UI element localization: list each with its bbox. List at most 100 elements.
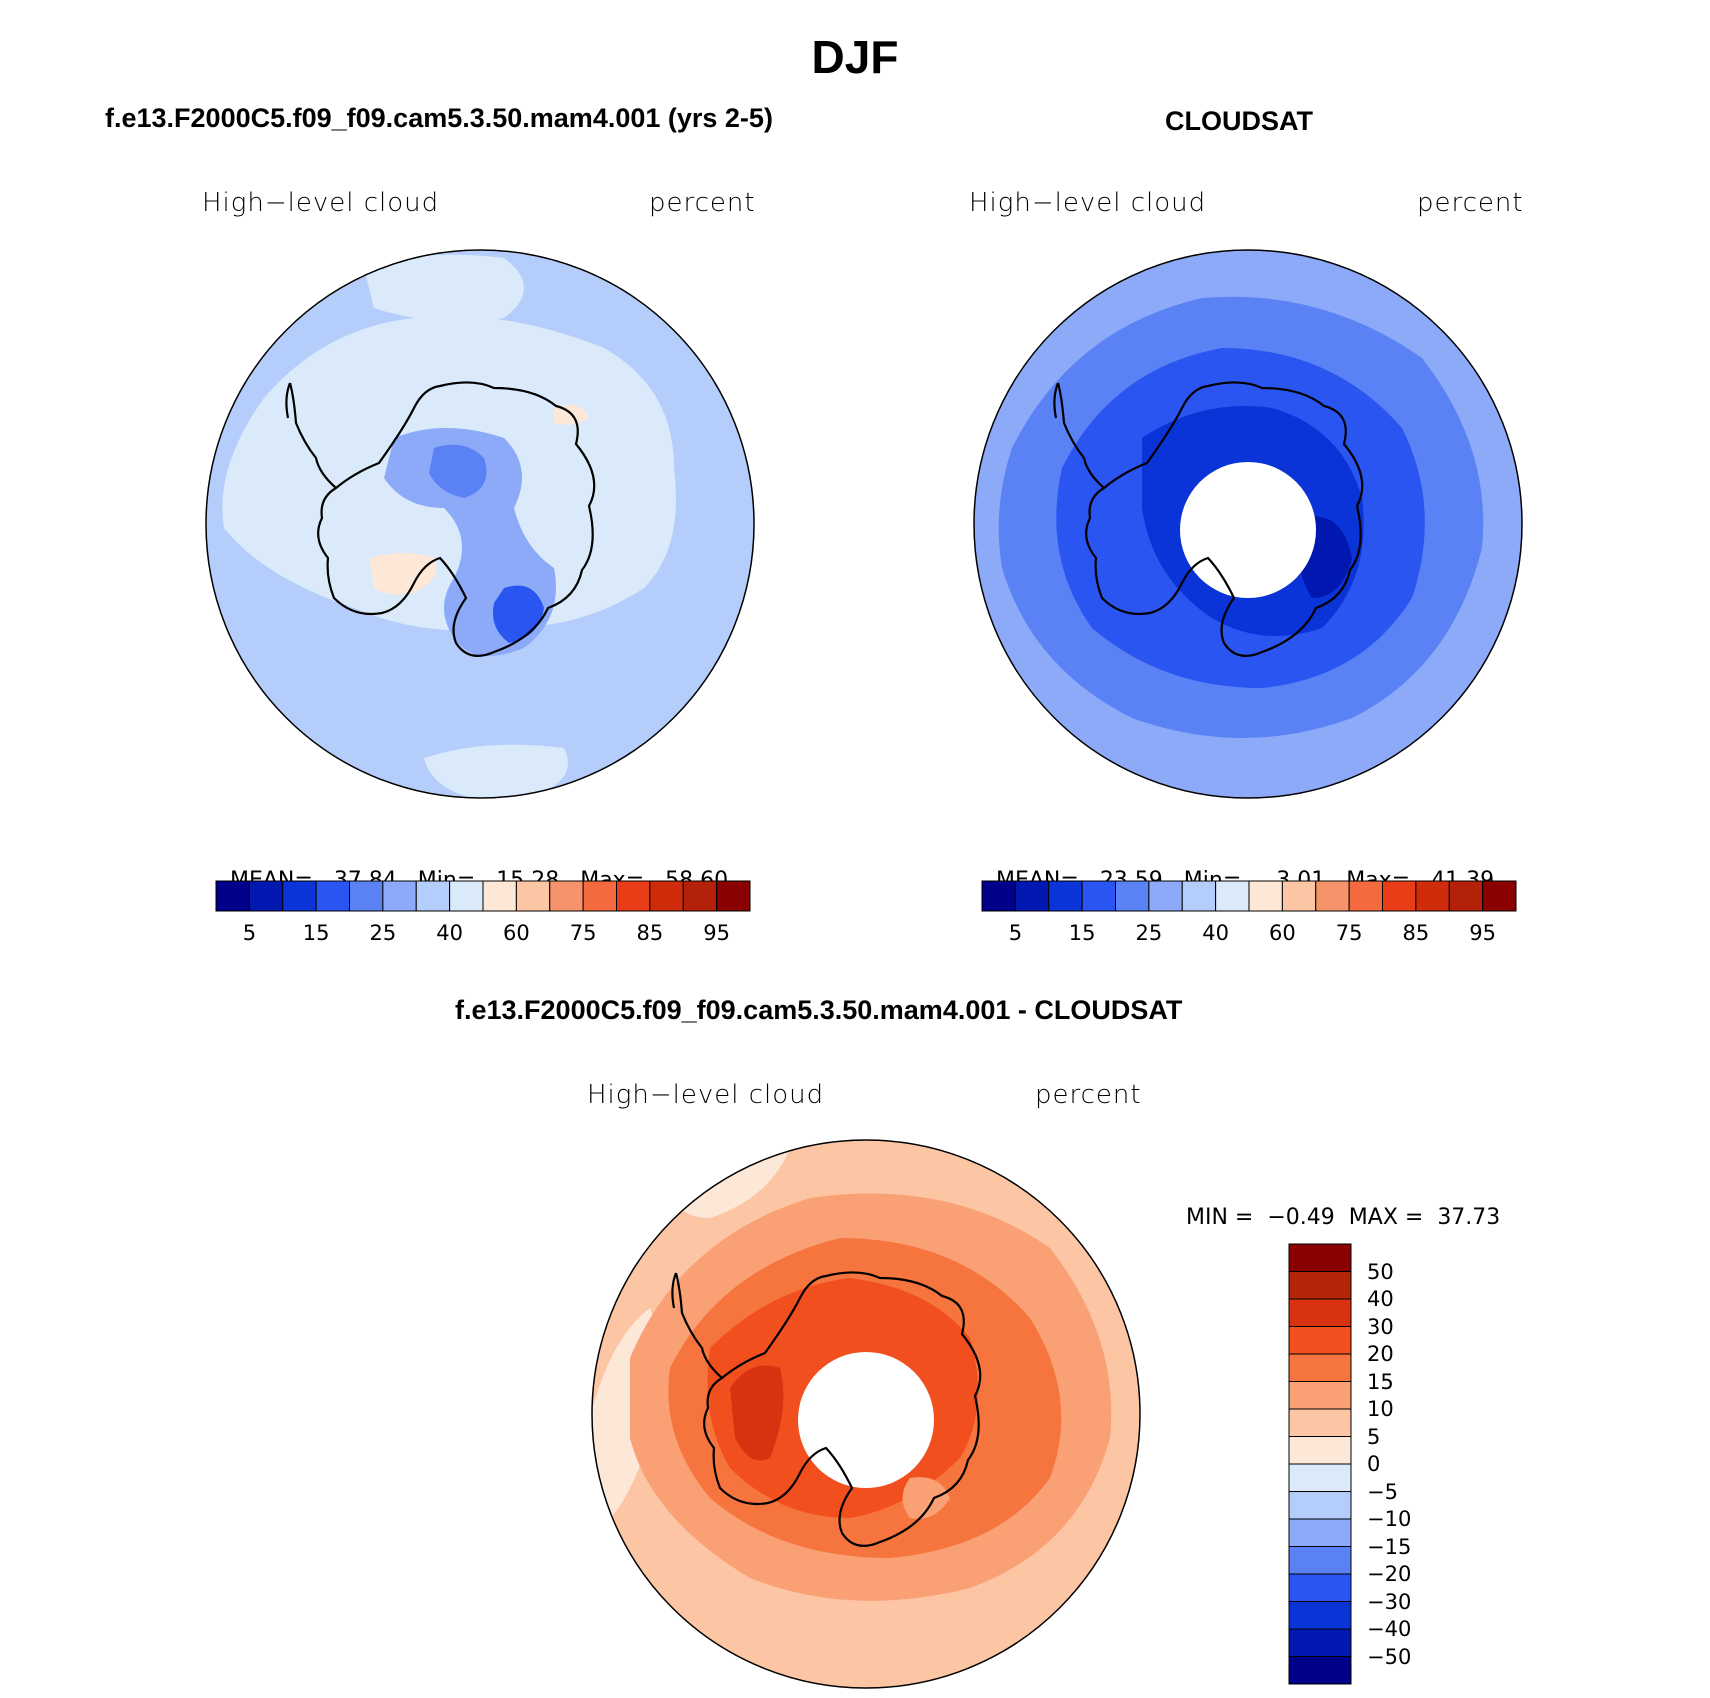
model-colorbar-swatch-7 xyxy=(449,880,484,912)
diff-colorbar-swatch-15 xyxy=(1288,1656,1352,1685)
obs-colorbar-tick-label: 95 xyxy=(1469,921,1496,945)
model-colorbar-swatch-11 xyxy=(582,880,617,912)
obs-missing-polar-hole xyxy=(1180,462,1316,598)
model-colorbar-swatch-1 xyxy=(248,880,284,912)
diff-colorbar-tick-label: 50 xyxy=(1367,1259,1394,1284)
obs-colorbar-swatch-14 xyxy=(1448,880,1484,912)
diff-colorbar-swatch-5 xyxy=(1288,1381,1352,1410)
model-colorbar-swatch-2 xyxy=(282,880,317,912)
obs-colorbar-swatch-13 xyxy=(1415,880,1450,912)
diff-colorbar-swatch-9 xyxy=(1288,1491,1352,1520)
obs-colorbar-swatch-0 xyxy=(981,880,1016,912)
diff-min-label: MIN = xyxy=(1186,1205,1254,1230)
obs-colorbar-tick-label: 25 xyxy=(1135,921,1163,945)
diff-colorbar-tick-label: 30 xyxy=(1367,1314,1394,1339)
antarctica-coastline-diff xyxy=(703,1271,982,1547)
model-field-deep xyxy=(429,444,487,498)
diff-colorbar-swatch-12 xyxy=(1288,1573,1352,1602)
page-title: DJF xyxy=(811,31,899,83)
obs-colorbar-swatch-6 xyxy=(1181,880,1217,912)
model-colorbar-swatch-4 xyxy=(349,880,384,912)
diff-colorbar-swatch-2 xyxy=(1288,1298,1352,1327)
obs-colorbar-tick-label: 60 xyxy=(1269,921,1296,945)
antarctic-peninsula-obs xyxy=(1053,382,1105,489)
model-colorbar-swatch-15 xyxy=(716,880,751,912)
obs-colorbar-swatches xyxy=(981,880,1517,912)
obs-colorbar-swatch-5 xyxy=(1148,880,1183,912)
diff-colorbar-tick-label: −15 xyxy=(1367,1534,1412,1559)
obs-map-border xyxy=(973,249,1523,799)
obs-variable-label: High−level cloud xyxy=(969,188,1207,218)
obs-colorbar-swatch-8 xyxy=(1248,880,1283,912)
antarctica-coastline-obs xyxy=(1085,381,1364,657)
obs-colorbar-swatch-3 xyxy=(1081,880,1116,912)
diff-colorbar-swatch-13 xyxy=(1288,1601,1352,1630)
diff-max-label: MAX = xyxy=(1348,1205,1424,1230)
model-field-dark xyxy=(493,585,544,643)
diff-variable-label: High−level cloud xyxy=(587,1080,825,1110)
diff-colorbar-tick-label: 20 xyxy=(1367,1342,1394,1366)
model-colorbar: 5 15 25 40 60 75 85 95 xyxy=(215,880,751,945)
diff-colorbar-swatch-10 xyxy=(1288,1518,1352,1547)
diff-colorbar-swatch-6 xyxy=(1288,1408,1352,1437)
diff-colorbar-swatches xyxy=(1288,1243,1352,1685)
obs-units-label: percent xyxy=(1417,188,1524,218)
diff-colorbar-tick-label: −20 xyxy=(1367,1562,1412,1586)
model-colorbar-tick-label: 85 xyxy=(636,921,664,945)
model-colorbar-tick-label: 25 xyxy=(369,921,397,945)
model-colorbar-swatch-6 xyxy=(415,880,451,912)
model-colorbar-swatch-14 xyxy=(682,880,718,912)
diff-colorbar-swatch-4 xyxy=(1288,1353,1352,1382)
diff-field-deep xyxy=(730,1365,784,1461)
diff-max-value: 37.73 xyxy=(1437,1205,1501,1230)
model-colorbar-swatch-8 xyxy=(482,880,517,912)
diff-colorbar-swatch-3 xyxy=(1288,1326,1352,1355)
model-colorbar-swatch-5 xyxy=(382,880,417,912)
obs-colorbar-swatch-1 xyxy=(1014,880,1050,912)
diff-missing-polar-hole xyxy=(798,1352,934,1488)
diff-colorbar-tick-label: −40 xyxy=(1367,1617,1412,1641)
diff-stats: MIN = −0.49 MAX = 37.73 xyxy=(1172,1180,1500,1230)
obs-colorbar-tick-label: 75 xyxy=(1335,921,1363,945)
diff-colorbar-tick-label: 0 xyxy=(1367,1452,1381,1476)
diff-colorbar: 50 40 30 20 15 10 5 0 −5 −10 −15 −20 −30 −40 −50 xyxy=(1288,1243,1411,1685)
obs-colorbar-swatch-12 xyxy=(1382,880,1417,912)
model-colorbar-labels: 5 15 25 40 60 75 85 95 xyxy=(216,921,750,951)
diff-colorbar-swatch-11 xyxy=(1288,1546,1352,1575)
obs-colorbar-swatch-15 xyxy=(1482,880,1517,912)
diff-colorbar-tick-label: −10 xyxy=(1367,1507,1412,1531)
model-polar-map xyxy=(205,249,755,799)
diff-colorbar-swatch-1 xyxy=(1288,1271,1352,1300)
model-colorbar-tick-label: 60 xyxy=(503,921,530,945)
diff-colorbar-tick-label: 15 xyxy=(1367,1369,1394,1394)
diff-polar-map xyxy=(591,1139,1141,1689)
diff-colorbar-swatch-0 xyxy=(1288,1243,1352,1272)
model-colorbar-swatch-0 xyxy=(215,880,250,912)
obs-colorbar-swatch-9 xyxy=(1281,880,1317,912)
obs-polar-map xyxy=(973,249,1523,799)
diff-colorbar-tick-label: −50 xyxy=(1367,1644,1412,1669)
diff-colorbar-tick-label: −5 xyxy=(1367,1479,1398,1504)
antarctic-peninsula-model xyxy=(285,382,337,489)
model-variable-label: High−level cloud xyxy=(202,188,440,218)
obs-colorbar-swatch-10 xyxy=(1315,880,1350,912)
model-panel-title: f.e13.F2000C5.f09_f09.cam5.3.50.mam4.001… xyxy=(105,103,773,133)
model-field-light-3 xyxy=(424,744,568,798)
obs-colorbar-labels: 5 15 25 40 60 75 85 95 xyxy=(982,921,1516,951)
diff-colorbar-swatch-14 xyxy=(1288,1628,1352,1657)
model-field-peach-1 xyxy=(369,553,437,595)
obs-colorbar-swatch-7 xyxy=(1215,880,1250,912)
obs-colorbar-tick-label: 40 xyxy=(1202,921,1229,945)
model-colorbar-tick-label: 15 xyxy=(302,921,330,945)
model-colorbar-tick-label: 40 xyxy=(436,921,463,945)
obs-colorbar-swatch-2 xyxy=(1048,880,1083,912)
diff-colorbar-swatch-8 xyxy=(1288,1463,1352,1492)
obs-colorbar-tick-label: 15 xyxy=(1068,921,1096,945)
model-colorbar-swatch-9 xyxy=(515,880,551,912)
model-colorbar-swatch-3 xyxy=(315,880,350,912)
model-colorbar-tick-label: 75 xyxy=(569,921,597,945)
model-colorbar-tick-label: 5 xyxy=(242,921,257,945)
diff-panel-title: f.e13.F2000C5.f09_f09.cam5.3.50.mam4.001… xyxy=(455,995,1183,1025)
obs-colorbar-tick-label: 5 xyxy=(1008,921,1023,945)
obs-colorbar-swatch-11 xyxy=(1348,880,1383,912)
